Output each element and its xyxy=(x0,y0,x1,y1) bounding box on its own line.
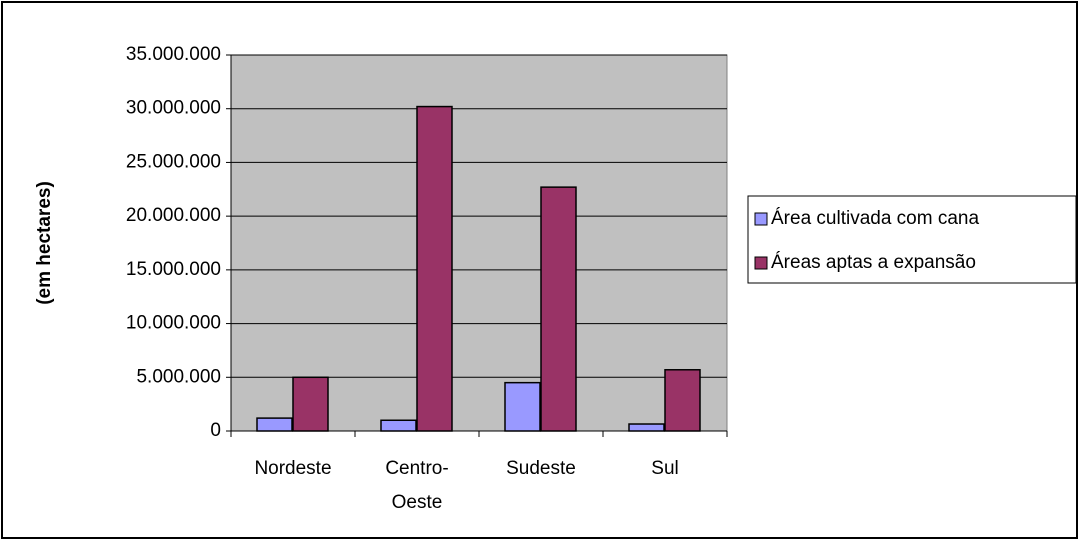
y-axis-title: (em hectares) xyxy=(34,181,55,305)
bar xyxy=(292,376,329,432)
x-tick-label-line: Oeste xyxy=(392,492,443,513)
plot-area xyxy=(230,54,728,432)
bar xyxy=(256,417,293,432)
legend-label: Área cultivada com cana xyxy=(771,208,979,229)
y-tick-label: 0 xyxy=(210,420,221,441)
y-tick-label: 10.000.000 xyxy=(126,313,221,334)
y-tick-label: 15.000.000 xyxy=(126,259,221,280)
x-tick-label-line: Centro- xyxy=(385,458,448,479)
bar xyxy=(628,423,665,432)
y-tick-label: 25.000.000 xyxy=(126,151,221,172)
legend-swatch xyxy=(754,212,768,226)
x-tick-label: Centro- Oeste xyxy=(385,458,448,513)
y-tick-label: 5.000.000 xyxy=(136,366,221,387)
bar xyxy=(416,105,453,432)
y-tick-label: 35.000.000 xyxy=(126,44,221,65)
legend-box xyxy=(747,195,1077,284)
x-tick-label: Sul xyxy=(651,458,678,479)
y-tick-label: 30.000.000 xyxy=(126,98,221,119)
bar xyxy=(540,186,577,432)
y-tick-label: 20.000.000 xyxy=(126,205,221,226)
x-tick-label: Sudeste xyxy=(506,458,576,479)
bar xyxy=(380,419,417,432)
bar xyxy=(504,381,541,432)
legend-label: Áreas aptas a expansão xyxy=(771,252,976,273)
bar xyxy=(664,369,701,432)
x-tick-label: Nordeste xyxy=(254,458,331,479)
legend-swatch xyxy=(754,256,768,270)
